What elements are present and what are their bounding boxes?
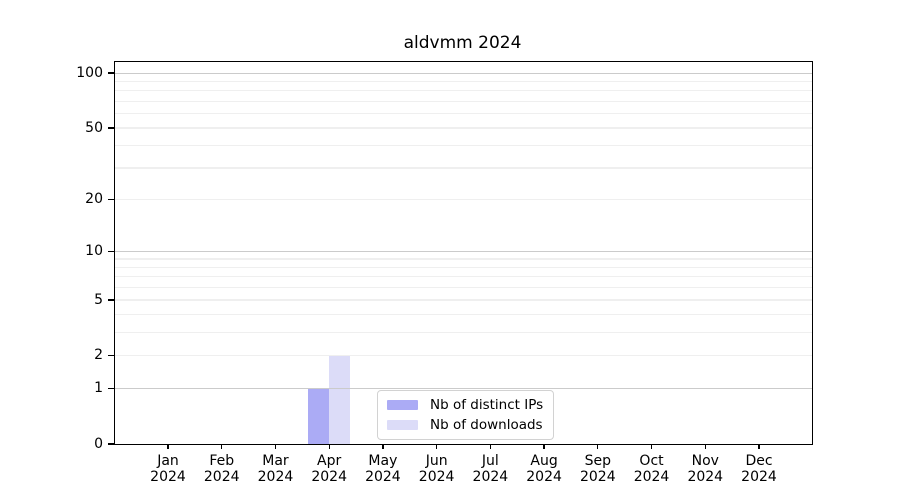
legend-item-distinct-ips: Nb of distinct IPs [387,397,543,413]
x-tick-label: Mar 2024 [243,453,307,485]
x-tick-label: Sep 2024 [566,453,630,485]
x-tick-month: Mar [262,453,289,469]
gridline-minor [115,276,812,278]
gridline-major [115,387,812,389]
gridline-minor [115,299,812,301]
y-tick-label: 100 [76,64,103,81]
y-tick-label: 10 [85,242,103,259]
x-tick-mark [758,444,760,449]
x-tick-label: Feb 2024 [190,453,254,485]
x-tick-year: 2024 [579,468,616,485]
gridline-minor [115,113,812,115]
x-tick-mark [167,444,169,449]
bar-distinct-ips-apr [308,388,330,444]
x-tick-mark [221,444,223,449]
x-tick-month: Apr [317,453,342,469]
gridline-minor [115,355,812,357]
gridline-minor [115,167,812,169]
x-tick-mark [274,444,277,449]
y-tick-label: 2 [94,347,103,364]
x-tick-month: Jul [481,453,499,469]
x-tick-year: 2024 [150,468,186,485]
y-tick-mark [107,387,114,389]
x-tick-mark [328,444,330,449]
legend: Nb of distinct IPs Nb of downloads [377,390,555,440]
legend-item-downloads: Nb of downloads [387,417,543,433]
x-tick-year: 2024 [741,468,777,485]
gridline-major [115,250,812,252]
x-tick-label: Jun 2024 [405,453,469,485]
gridline-major [115,72,812,74]
y-tick-label: 1 [94,379,103,396]
y-tick-mark [107,127,114,129]
chart-title: aldvmm 2024 [403,33,522,53]
y-tick-label: 0 [94,435,103,452]
x-tick-year: 2024 [472,468,509,485]
gridline-minor [115,258,812,260]
plot-area: Nb of distinct IPs Nb of downloads 0 1 2 5 1… [76,61,813,484]
y-tick-label: 5 [94,291,103,308]
x-tick-label: Jul 2024 [458,453,522,485]
gridline-minor [115,127,812,129]
y-tick-mark [107,72,114,74]
x-tick-year: 2024 [633,468,670,485]
x-tick-label: Dec 2024 [727,453,791,485]
x-tick-year: 2024 [203,468,240,485]
y-tick-label: 50 [85,119,103,136]
x-tick-month: May [368,453,398,469]
gridline-minor [115,100,812,102]
x-tick-year: 2024 [526,468,562,485]
x-tick-year: 2024 [257,468,294,485]
y-tick-mark [107,250,114,252]
x-tick-mark [650,444,653,449]
x-tick-year: 2024 [311,468,347,485]
bar-downloads-apr [329,355,351,444]
legend-label-downloads: Nb of downloads [430,417,543,433]
x-tick-label: Aug 2024 [512,453,576,485]
x-tick-year: 2024 [365,468,401,485]
x-tick-mark [382,444,384,449]
gridline-minor [115,80,812,83]
x-tick-month: Dec [745,453,773,469]
x-tick-label: May 2024 [351,453,415,485]
gridline-minor [115,198,812,200]
y-tick-mark [107,443,114,445]
x-tick-label: Apr 2024 [297,453,361,485]
x-tick-mark [543,444,545,449]
legend-swatch-distinct-ips [387,399,418,411]
x-tick-mark [704,444,706,449]
x-tick-label: Nov 2024 [673,453,737,485]
x-tick-month: Jun [425,453,448,469]
x-tick-month: Nov [691,453,719,469]
x-tick-year: 2024 [418,468,455,485]
y-tick-mark [107,299,114,301]
legend-label-distinct-ips: Nb of distinct IPs [430,397,544,413]
x-tick-mark [489,444,491,449]
x-tick-mark [435,444,438,449]
gridline-minor [115,266,812,268]
y-tick-mark [107,355,114,357]
x-tick-month: Aug [530,453,558,469]
gridline-minor [115,332,812,334]
x-tick-year: 2024 [687,468,724,485]
x-tick-month: Oct [639,453,664,469]
x-tick-month: Jan [157,453,179,469]
x-tick-label: Oct 2024 [620,453,684,485]
y-tick-mark [107,198,114,200]
gridline-minor [115,287,812,289]
gridline-minor [115,314,812,316]
x-tick-label: Jan 2024 [136,453,200,485]
y-tick-label: 20 [85,190,103,207]
gridline-minor [115,90,812,92]
x-tick-month: Feb [209,453,235,469]
x-tick-mark [597,444,599,449]
legend-swatch-downloads [387,419,418,431]
x-tick-month: Sep [584,453,611,469]
gridline-minor [115,145,812,147]
